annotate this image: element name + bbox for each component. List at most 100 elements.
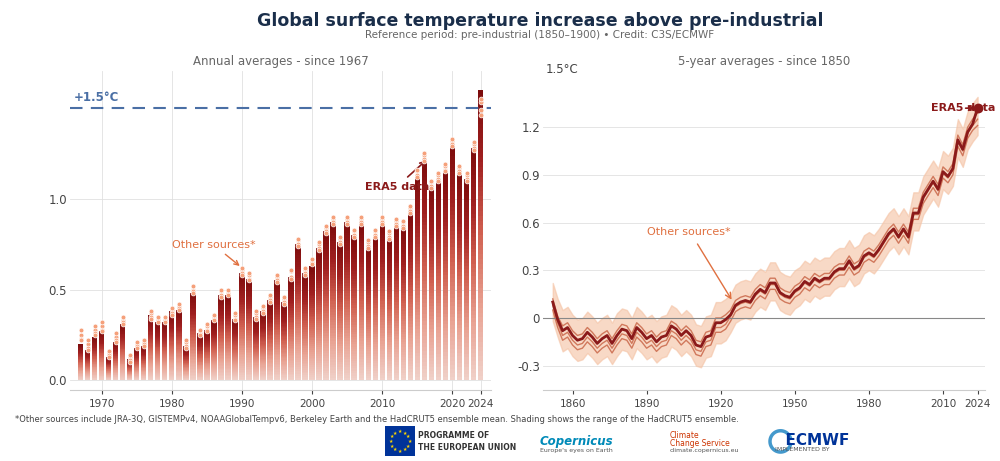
Bar	[99, 349, 104, 350]
Bar	[309, 306, 315, 308]
Bar	[288, 332, 294, 334]
Bar	[218, 328, 224, 329]
Bar	[253, 345, 259, 347]
Bar	[309, 361, 315, 363]
Point	[402, 210, 418, 217]
Bar	[373, 325, 378, 327]
Bar	[281, 378, 287, 379]
Point	[185, 286, 201, 293]
Bar	[169, 326, 174, 327]
Bar	[408, 369, 413, 372]
Bar	[197, 348, 203, 349]
Bar	[443, 201, 448, 205]
Bar	[92, 342, 97, 343]
Bar	[394, 248, 399, 250]
Bar	[225, 308, 231, 309]
Bar	[366, 268, 371, 271]
Bar	[302, 311, 308, 313]
Bar	[288, 343, 294, 344]
Bar	[211, 337, 217, 338]
Bar	[316, 272, 322, 274]
Bar	[239, 293, 245, 295]
Bar	[443, 293, 448, 296]
Bar	[99, 356, 104, 357]
Bar	[218, 332, 224, 333]
Bar	[218, 367, 224, 369]
Bar	[204, 364, 210, 365]
Bar	[162, 349, 167, 350]
Bar	[176, 348, 182, 349]
Bar	[260, 334, 266, 336]
Bar	[422, 170, 427, 173]
Bar	[359, 325, 364, 328]
Bar	[134, 363, 139, 364]
Bar	[197, 369, 203, 370]
Bar	[169, 324, 174, 325]
Bar	[387, 316, 392, 318]
Bar	[366, 264, 371, 266]
Bar	[295, 253, 301, 255]
Bar	[380, 328, 385, 331]
Bar	[478, 235, 483, 240]
Bar	[197, 336, 203, 337]
Bar	[120, 337, 125, 338]
Bar	[197, 340, 203, 341]
Bar	[387, 237, 392, 239]
Bar	[380, 251, 385, 254]
Point	[395, 224, 411, 231]
Bar	[211, 338, 217, 339]
Bar	[478, 129, 483, 133]
Bar	[148, 315, 153, 316]
Point	[122, 359, 138, 366]
Bar	[422, 188, 427, 192]
Bar	[274, 369, 280, 371]
Bar	[134, 353, 139, 354]
Bar	[295, 308, 301, 310]
Bar	[267, 304, 273, 306]
Bar	[330, 254, 336, 257]
Bar	[323, 278, 329, 281]
Bar	[351, 351, 357, 354]
Bar	[478, 269, 483, 274]
Bar	[246, 290, 252, 292]
Bar	[176, 351, 182, 352]
Bar	[113, 351, 118, 352]
Bar	[344, 304, 350, 307]
Bar	[281, 358, 287, 360]
Bar	[309, 310, 315, 312]
Bar	[162, 367, 167, 368]
Bar	[359, 307, 364, 309]
Bar	[288, 324, 294, 325]
Bar	[457, 325, 462, 328]
Bar	[78, 365, 83, 366]
Bar	[288, 353, 294, 355]
Text: ★: ★	[389, 443, 394, 449]
Bar	[148, 347, 153, 348]
Bar	[162, 376, 167, 377]
Bar	[225, 350, 231, 352]
Bar	[366, 313, 371, 315]
Bar	[99, 333, 104, 334]
Bar	[295, 306, 301, 308]
Bar	[204, 353, 210, 354]
Bar	[295, 244, 301, 246]
Bar	[302, 278, 308, 280]
Bar	[162, 328, 167, 329]
Bar	[394, 370, 399, 372]
Bar	[408, 237, 413, 240]
Bar	[337, 309, 343, 311]
Bar	[232, 323, 238, 324]
Bar	[422, 347, 427, 351]
Bar	[408, 223, 413, 225]
Bar	[309, 375, 315, 377]
Bar	[422, 210, 427, 214]
Bar	[92, 363, 97, 364]
Bar	[218, 355, 224, 356]
Bar	[330, 375, 336, 378]
Bar	[260, 323, 266, 324]
Point	[94, 319, 110, 326]
Point	[80, 337, 96, 344]
Bar	[394, 263, 399, 266]
Bar	[471, 187, 476, 190]
Bar	[148, 379, 153, 380]
